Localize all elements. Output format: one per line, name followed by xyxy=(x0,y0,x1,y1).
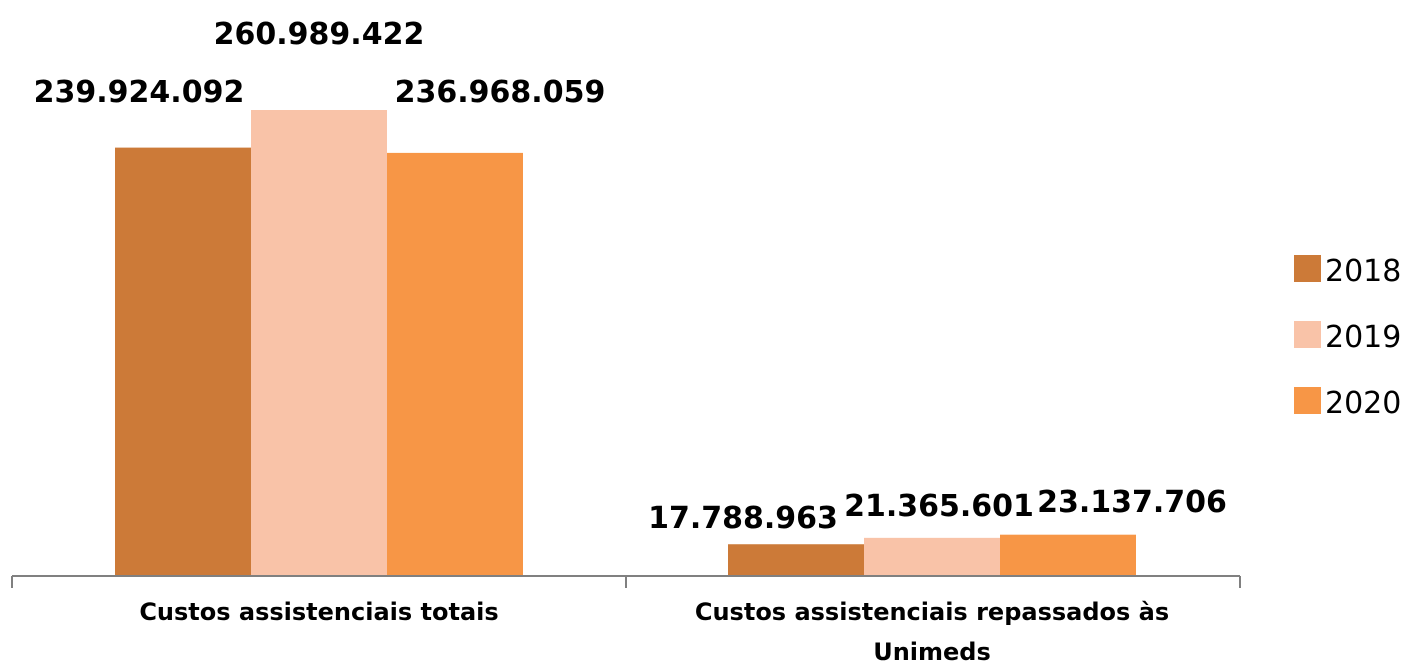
bar-2020-repassados xyxy=(1000,534,1136,576)
category-labels-layer: Custos assistenciais totais Custos assist… xyxy=(139,598,1169,666)
legend-label-2020: 2020 xyxy=(1325,386,1401,421)
legend: 2018 2019 2020 xyxy=(1294,254,1401,421)
data-label-2020-repassados: 23.137.706 xyxy=(1037,485,1227,520)
legend-swatch-2020 xyxy=(1294,387,1321,414)
bars-layer xyxy=(115,110,1136,577)
x-axis xyxy=(11,575,1241,588)
bar-2018-repassados xyxy=(728,544,864,576)
category-label-1-line-1: Unimeds xyxy=(873,638,991,666)
bar-2019-totais xyxy=(251,110,387,576)
value-labels-layer: 239.924.092 260.989.422 236.968.059 17.788.… xyxy=(34,17,1227,536)
bar-2018-totais xyxy=(115,147,251,576)
legend-swatch-2019 xyxy=(1294,321,1321,348)
category-label-1-line-0: Custos assistenciais repassados às xyxy=(695,598,1169,626)
bar-2020-totais xyxy=(387,152,523,577)
data-label-2019-totais: 260.989.422 xyxy=(214,17,425,52)
category-label-0-line-0: Custos assistenciais totais xyxy=(139,598,498,626)
data-label-2018-totais: 239.924.092 xyxy=(34,75,245,110)
data-label-2020-totais: 236.968.059 xyxy=(395,75,606,110)
data-label-2018-repassados: 17.788.963 xyxy=(648,501,838,536)
bar-2019-repassados xyxy=(864,537,1000,576)
legend-label-2018: 2018 xyxy=(1325,254,1401,289)
legend-swatch-2018 xyxy=(1294,255,1321,282)
legend-label-2019: 2019 xyxy=(1325,320,1401,355)
data-label-2019-repassados: 21.365.601 xyxy=(844,489,1034,524)
